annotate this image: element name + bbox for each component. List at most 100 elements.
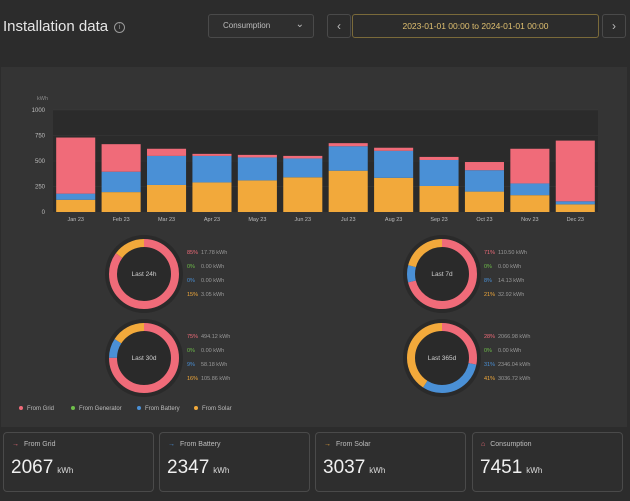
page-title: Installation data <box>3 18 109 35</box>
arrow-right-icon: → <box>168 441 175 448</box>
donut-percent: 15% <box>187 292 198 298</box>
legend-label: From Solar <box>202 406 232 412</box>
legend-item-battery[interactable]: From Battery <box>137 406 180 412</box>
x-tick-label: Jul 23 <box>341 217 356 223</box>
donut-kwh: 0.00 kWh <box>201 348 224 354</box>
bar-segment <box>192 155 232 183</box>
header: Installation data i Consumption ⌄ ‹ 2023… <box>0 0 630 56</box>
donut-kwh: 2066.98 kWh <box>498 334 530 340</box>
bar-segment <box>464 162 504 171</box>
stat-unit: kWh <box>57 466 74 475</box>
donut-center-label: Last 30d <box>132 355 157 362</box>
x-tick-label: Aug 23 <box>385 217 402 223</box>
donut-kwh: 3.05 kWh <box>201 292 224 298</box>
bar-segment <box>419 159 459 186</box>
stat-unit: kWh <box>213 466 230 475</box>
y-tick-label: 750 <box>35 134 46 140</box>
bar-segment <box>147 184 187 212</box>
stat-card-consumption: ⌂ Consumption 7451 kWh <box>472 432 623 492</box>
metric-select-value: Consumption <box>223 21 271 30</box>
info-icon[interactable]: i <box>114 22 125 33</box>
donut-segment <box>109 323 179 393</box>
y-tick-label: 1000 <box>32 108 46 114</box>
donut-kwh: 2346.04 kWh <box>498 362 530 368</box>
stat-value: 2347 <box>167 457 210 478</box>
donut-segment <box>407 239 477 309</box>
donut-percent: 9% <box>187 362 195 368</box>
donut-kwh: 3036.72 kWh <box>498 376 530 382</box>
next-range-button[interactable]: › <box>602 14 626 38</box>
donut-percent: 0% <box>187 264 195 270</box>
stat-value-row: 3037 kWh <box>323 457 385 479</box>
bar-segment <box>510 183 550 196</box>
bar-segment <box>419 156 459 160</box>
stat-card-head: → From Solar <box>324 441 371 448</box>
stat-card-grid: → From Grid 2067 kWh <box>3 432 154 492</box>
chart-panel: kWh 1000 750 500 250 0 Jan 23 Feb 23 Mar 23 Apr 2… <box>1 67 627 427</box>
bar-segment <box>147 148 187 156</box>
bar-segment <box>101 144 141 172</box>
stat-card-solar: → From Solar 3037 kWh <box>315 432 466 492</box>
donut-segment <box>109 239 179 309</box>
donut-percent: 71% <box>484 250 495 256</box>
donut-percent: 16% <box>187 376 198 382</box>
donut-percent: 85% <box>187 250 198 256</box>
donut-kwh: 105.86 kWh <box>201 376 230 382</box>
bar-segment <box>147 155 187 185</box>
donut-percent: 0% <box>484 264 492 270</box>
donut-percent: 0% <box>484 348 492 354</box>
bar-segment <box>328 143 368 147</box>
metric-select[interactable]: Consumption ⌄ <box>208 14 314 38</box>
x-tick-label: May 23 <box>248 217 266 223</box>
donut-kwh: 32.92 kWh <box>498 292 524 298</box>
donut-percent: 8% <box>484 278 492 284</box>
arrow-right-icon: → <box>12 441 19 448</box>
donut-kwh: 494.12 kWh <box>201 334 230 340</box>
bar-segment <box>237 154 277 158</box>
y-tick-label: 500 <box>35 159 46 165</box>
stat-card-head: → From Battery <box>168 441 220 448</box>
stat-value-row: 2067 kWh <box>11 457 73 479</box>
bar-segment <box>283 177 323 212</box>
bar-segment <box>374 150 414 178</box>
legend-dot-battery <box>137 406 141 411</box>
prev-range-button[interactable]: ‹ <box>327 14 351 38</box>
donut-kwh: 17.78 kWh <box>201 250 227 256</box>
y-tick-label: 0 <box>42 210 46 216</box>
bar-segment <box>283 155 323 159</box>
legend-item-solar[interactable]: From Solar <box>194 406 232 412</box>
legend-label: From Generator <box>79 406 122 412</box>
bar-segment <box>192 182 232 212</box>
legend-dot-solar <box>194 406 198 411</box>
bar-segment <box>328 146 368 171</box>
bar-segment <box>374 177 414 212</box>
donut-kwh: 0.00 kWh <box>498 264 521 270</box>
donut-percent: 31% <box>484 362 495 368</box>
stat-value: 7451 <box>480 457 523 478</box>
stat-value: 2067 <box>11 457 54 478</box>
donut-percent: 0% <box>187 278 195 284</box>
legend-item-generator[interactable]: From Generator <box>71 406 122 412</box>
stat-value-row: 7451 kWh <box>480 457 542 479</box>
donut-percent: 41% <box>484 376 495 382</box>
stat-unit: kWh <box>526 466 543 475</box>
x-tick-label: Nov 23 <box>521 217 538 223</box>
date-range-picker[interactable]: 2023-01-01 00:00 to 2024-01-01 00:00 <box>352 14 599 38</box>
bar-segment <box>510 148 550 184</box>
bar-segment <box>464 170 504 192</box>
bar-segment <box>192 153 232 156</box>
bar-segment <box>237 180 277 212</box>
x-tick-label: Jan 23 <box>67 217 84 223</box>
bar-segment <box>56 193 96 200</box>
donut-kwh: 110.50 kWh <box>498 250 527 256</box>
donut-segment <box>407 323 477 393</box>
bar-segment <box>555 140 595 202</box>
stat-card-battery: → From Battery 2347 kWh <box>159 432 310 492</box>
bar-segment <box>237 157 277 181</box>
donut-percent: 28% <box>484 334 495 340</box>
legend-item-grid[interactable]: From Grid <box>19 406 54 412</box>
donut-percent: 75% <box>187 334 198 340</box>
x-tick-label: Feb 23 <box>113 217 130 223</box>
donut-kwh: 0.00 kWh <box>201 264 224 270</box>
legend-dot-grid <box>19 406 23 411</box>
